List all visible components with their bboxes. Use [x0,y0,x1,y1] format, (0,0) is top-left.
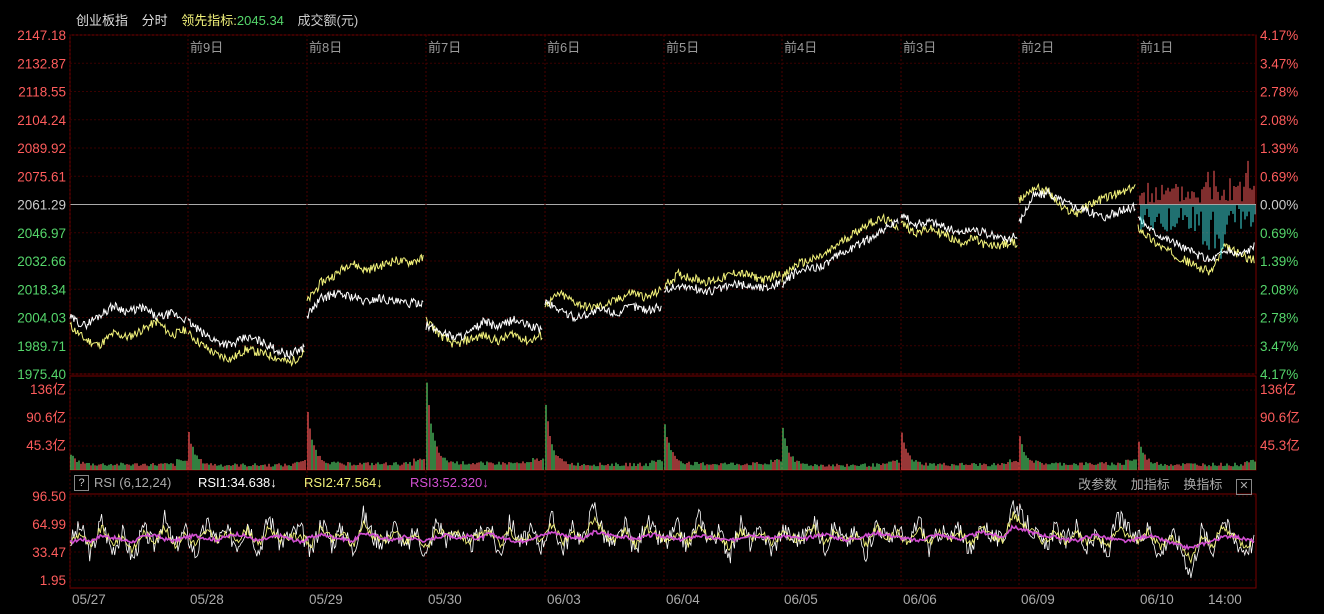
volume-label: 成交额(元) [297,13,359,28]
rsi1-value: RSI1:34.638↓ [198,475,277,490]
lead-label: 领先指标: [181,13,237,28]
lead-value: 2045.34 [236,13,284,28]
day-label: 前8日 [309,40,342,55]
add-indicator-button[interactable]: 加指标 [1130,477,1170,492]
y-tick-right-label: 0.69% [1260,226,1298,241]
y-tick-label: 2061.29 [17,198,66,213]
rsi-y-label: 1.95 [40,573,66,588]
y-tick-label: 2046.97 [17,226,66,241]
y-tick-label: 2089.92 [17,141,66,156]
y-tick-label: 1975.40 [17,367,66,382]
rsi-y-label: 96.50 [32,489,66,504]
help-button[interactable]: ? [74,475,89,491]
price-line [69,187,1255,360]
x-tick-label: 06/10 [1140,592,1174,607]
rsi3-value: RSI3:52.320↓ [410,475,489,490]
y-tick-right-label: 0.00% [1260,198,1298,213]
x-tick-label: 05/29 [309,592,343,607]
x-tick-label: 06/05 [784,592,818,607]
volume-y-label: 136亿 [30,382,66,397]
rsi-y-label: 64.99 [32,517,66,532]
y-tick-label: 2032.66 [17,254,66,269]
mode-label[interactable]: 分时 [141,13,168,28]
rsi3-line [69,524,1255,551]
volume-y-label: 90.6亿 [26,410,66,425]
y-tick-right-label: 2.78% [1260,311,1298,326]
y-tick-label: 2018.34 [17,282,66,297]
x-tick-label: 05/27 [72,592,106,607]
y-tick-right-label: 3.47% [1260,339,1298,354]
day-label: 前3日 [903,40,936,55]
x-tick-label: 14:00 [1208,592,1242,607]
x-tick-label: 05/28 [190,592,224,607]
lead-line [69,182,1255,367]
volume-y-right-label: 136亿 [1260,382,1296,397]
index-name[interactable]: 创业板指 [76,13,129,28]
rsi2-line [69,511,1255,565]
day-label: 前9日 [190,40,223,55]
x-tick-label: 06/03 [547,592,581,607]
indicator-buttons: 改参数 加指标 换指标 ✕ [1068,474,1252,495]
y-tick-right-label: 4.17% [1260,367,1298,382]
day-label: 前1日 [1140,40,1173,55]
chart-header: 创业板指 分时 领先指标:2045.34 成交额(元) [76,10,368,29]
rsi-name: RSI (6,12,24) [94,475,172,490]
x-tick-label: 06/06 [903,592,937,607]
lead-indicator: 领先指标:2045.34 [181,13,284,28]
y-tick-right-label: 1.39% [1260,254,1298,269]
rsi1-line [69,500,1255,579]
rsi2-value: RSI2:47.564↓ [304,475,383,490]
y-tick-label: 2132.87 [17,56,66,71]
y-tick-right-label: 3.47% [1260,56,1298,71]
volume-y-label: 45.3亿 [26,438,66,453]
day-label: 前2日 [1021,40,1054,55]
close-icon[interactable]: ✕ [1236,479,1252,495]
y-tick-right-label: 2.08% [1260,113,1298,128]
x-tick-label: 06/04 [666,592,700,607]
indicator-bar: ? RSI (6,12,24) RSI1:34.638↓ RSI2:47.564… [70,473,1256,495]
modify-params-button[interactable]: 改参数 [1078,477,1118,492]
y-tick-right-label: 2.78% [1260,85,1298,100]
y-tick-label: 2004.03 [17,311,66,326]
volume-y-right-label: 45.3亿 [1260,438,1300,453]
day-label: 前4日 [784,40,817,55]
volume-y-right-label: 90.6亿 [1260,410,1300,425]
y-tick-label: 2118.55 [18,85,66,100]
y-tick-right-label: 2.08% [1260,282,1298,297]
x-tick-label: 05/30 [428,592,462,607]
y-tick-label: 2075.61 [17,169,66,184]
y-tick-label: 2147.18 [17,28,66,43]
y-tick-label: 2104.24 [17,113,66,128]
y-tick-label: 1989.71 [17,339,66,354]
day-label: 前6日 [547,40,580,55]
day-label: 前5日 [666,40,699,55]
rsi-y-label: 33.47 [32,545,66,560]
day-label: 前7日 [428,40,461,55]
y-tick-right-label: 4.17% [1260,28,1298,43]
switch-indicator-button[interactable]: 换指标 [1183,477,1223,492]
y-tick-right-label: 0.69% [1260,169,1298,184]
y-tick-right-label: 1.39% [1260,141,1298,156]
x-tick-label: 06/09 [1021,592,1055,607]
